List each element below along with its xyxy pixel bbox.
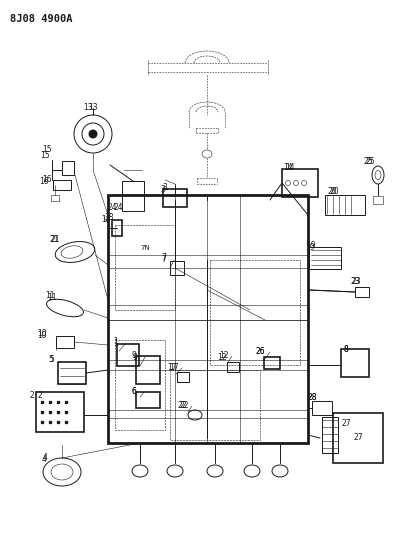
Bar	[122, 181, 144, 211]
Bar	[58, 362, 86, 384]
Text: 5: 5	[50, 356, 55, 365]
Text: 3: 3	[161, 185, 165, 195]
Text: 15: 15	[40, 150, 50, 159]
Text: 19: 19	[306, 241, 315, 251]
Bar	[56, 336, 74, 348]
Text: 16: 16	[42, 175, 52, 184]
Bar	[170, 261, 184, 275]
Text: 22: 22	[179, 400, 188, 409]
Bar	[341, 349, 369, 377]
Text: 17: 17	[169, 362, 179, 372]
Text: 21: 21	[50, 236, 60, 245]
Text: 7: 7	[161, 254, 166, 262]
Text: 6: 6	[131, 387, 136, 397]
Text: 4: 4	[42, 456, 46, 464]
Text: 24: 24	[108, 203, 118, 212]
Bar	[115, 340, 165, 430]
Bar	[282, 169, 318, 197]
Bar	[322, 417, 338, 453]
Bar	[112, 220, 122, 236]
Text: 15: 15	[42, 146, 52, 155]
Bar	[355, 287, 369, 297]
Text: 26: 26	[256, 346, 266, 356]
Bar	[62, 161, 74, 175]
Bar	[309, 247, 341, 269]
Text: 25: 25	[363, 157, 373, 166]
Text: 10: 10	[37, 328, 47, 337]
Text: 16: 16	[39, 177, 49, 187]
Text: 26: 26	[255, 348, 265, 357]
Text: 9: 9	[132, 351, 137, 360]
Text: 19: 19	[305, 244, 315, 253]
Bar	[51, 195, 59, 201]
Text: 28: 28	[308, 392, 317, 401]
Text: 14: 14	[283, 164, 293, 173]
Bar	[264, 357, 280, 369]
Bar	[115, 225, 175, 310]
Text: 13: 13	[83, 102, 93, 111]
Text: 6: 6	[131, 386, 136, 395]
Text: 7N: 7N	[140, 245, 150, 251]
Text: 23: 23	[352, 277, 362, 286]
Ellipse shape	[89, 130, 97, 138]
Bar	[373, 196, 383, 204]
Bar	[333, 413, 383, 463]
Text: 18: 18	[104, 214, 114, 222]
Text: 1: 1	[113, 337, 118, 346]
Text: 18: 18	[101, 215, 111, 224]
Text: 28: 28	[307, 393, 317, 402]
Bar	[117, 344, 139, 366]
Text: 27: 27	[342, 418, 352, 427]
Bar	[136, 356, 160, 384]
Text: 22: 22	[177, 401, 187, 410]
Text: 17: 17	[167, 364, 177, 373]
Text: 14: 14	[285, 163, 295, 172]
Bar	[36, 392, 84, 432]
Text: 10: 10	[37, 332, 47, 341]
Bar	[210, 260, 300, 365]
Text: 12: 12	[217, 352, 227, 361]
Bar	[53, 180, 71, 190]
Text: 1: 1	[114, 338, 118, 348]
Bar	[325, 195, 365, 215]
Text: 2: 2	[30, 392, 35, 400]
Text: 8J08 4900A: 8J08 4900A	[10, 14, 72, 24]
Bar	[136, 392, 160, 408]
Bar	[170, 370, 260, 440]
Text: 20: 20	[327, 188, 337, 197]
Text: 21: 21	[50, 236, 59, 245]
Text: 3: 3	[162, 183, 167, 192]
Text: 7: 7	[162, 255, 166, 264]
Text: 13: 13	[88, 102, 98, 111]
Text: 4: 4	[43, 454, 48, 463]
Text: 9: 9	[133, 352, 138, 361]
Bar	[312, 401, 332, 415]
Bar	[163, 189, 187, 207]
Text: 24: 24	[113, 204, 123, 213]
Text: 2: 2	[37, 391, 42, 400]
Text: 25: 25	[365, 157, 374, 166]
Text: 23: 23	[350, 278, 360, 287]
Text: 11: 11	[45, 290, 55, 300]
Text: 8: 8	[344, 345, 348, 354]
Text: 20: 20	[329, 187, 339, 196]
Text: 11: 11	[47, 293, 57, 302]
Bar	[177, 372, 189, 382]
Bar	[108, 195, 308, 443]
Text: 5: 5	[48, 356, 53, 365]
Text: 12: 12	[219, 351, 228, 359]
Bar	[227, 362, 239, 372]
Text: 8: 8	[344, 344, 349, 353]
Text: 27: 27	[353, 433, 363, 442]
